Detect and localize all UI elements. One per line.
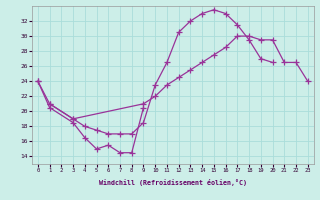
X-axis label: Windchill (Refroidissement éolien,°C): Windchill (Refroidissement éolien,°C) (99, 179, 247, 186)
